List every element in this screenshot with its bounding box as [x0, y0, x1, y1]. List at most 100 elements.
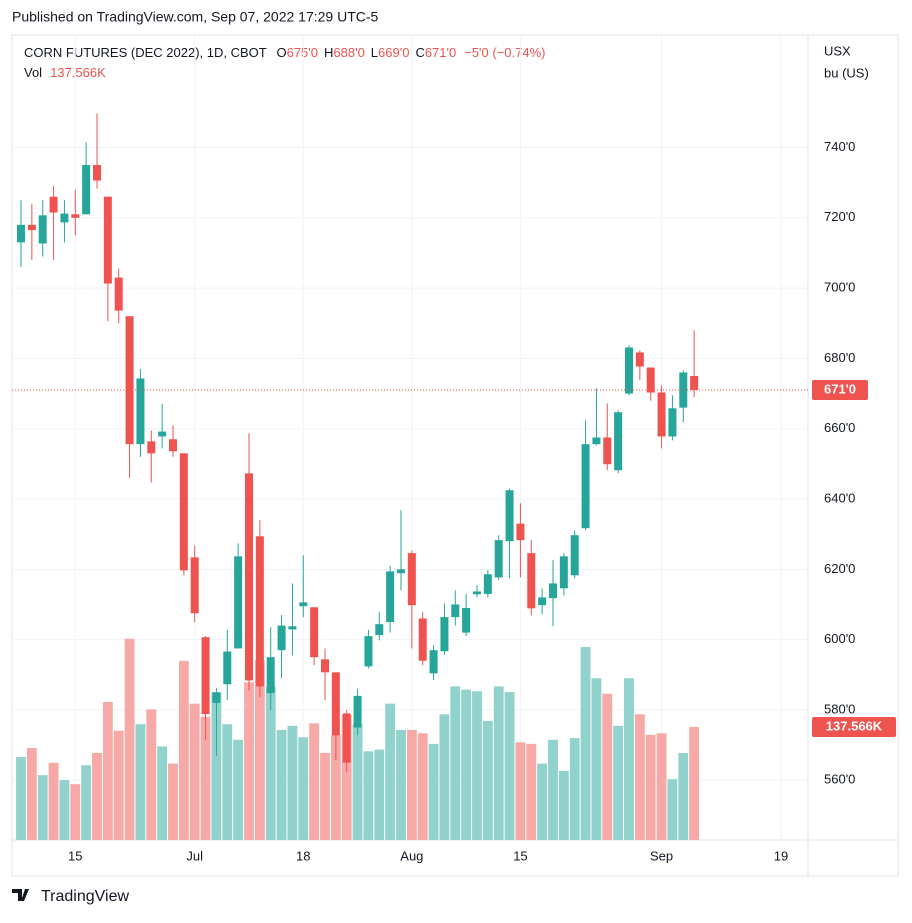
candle-body — [353, 695, 362, 728]
volume-bar — [450, 686, 461, 840]
volume-key: Vol — [24, 65, 42, 80]
volume-bar — [70, 784, 81, 840]
candle-body — [364, 636, 373, 667]
candle-body — [27, 224, 36, 231]
candle-body — [559, 556, 568, 589]
chart-frame — [11, 34, 899, 877]
y-tick-label: 640'0 — [824, 490, 855, 505]
candle-body — [17, 224, 25, 243]
last-volume-label: 137.566K — [826, 718, 883, 733]
volume-bar — [613, 725, 624, 840]
candle-body — [277, 625, 286, 651]
candle-body — [342, 713, 351, 763]
volume-bar — [352, 724, 363, 840]
candle-body — [49, 196, 58, 213]
volume-bar — [580, 646, 591, 840]
volume-bar — [146, 709, 157, 840]
candle-body — [679, 372, 688, 408]
volume-bar — [81, 765, 92, 840]
candle-body — [429, 650, 438, 674]
change-value: −5'0 (−0.74%) — [464, 45, 545, 60]
x-tick-label: Aug — [400, 848, 423, 863]
candle-body — [223, 651, 232, 685]
volume-bar — [439, 714, 450, 840]
y-tick-label: 720'0 — [824, 209, 855, 224]
volume-bar — [124, 638, 135, 840]
candle-body — [462, 607, 471, 633]
volume-bar — [309, 723, 320, 840]
candle-body — [71, 214, 80, 218]
x-tick-label: Sep — [650, 848, 673, 863]
symbol-legend: CORN FUTURES (DEC 2022), 1D, CBOT O675'0 H… — [24, 45, 546, 60]
volume-bar — [178, 660, 189, 840]
candle-body — [331, 672, 340, 736]
volume-bar — [135, 724, 146, 840]
volume-bar — [667, 779, 678, 840]
candle-body — [668, 408, 677, 437]
volume-bar — [558, 771, 569, 840]
ohlc-key: C — [415, 45, 424, 60]
candle-body — [516, 523, 525, 541]
volume-bar — [569, 738, 580, 840]
candle-body — [190, 557, 199, 614]
y-tick-label: 700'0 — [824, 280, 855, 295]
price-unit: USX — [824, 43, 851, 58]
volume-bar — [330, 734, 341, 840]
volume-bar — [26, 748, 37, 840]
candle-body — [288, 626, 297, 630]
x-tick-label: 19 — [774, 848, 788, 863]
candle-body — [320, 659, 329, 673]
last-volume-box — [812, 716, 896, 737]
volume-bar — [624, 678, 634, 840]
volume-bar — [211, 692, 222, 840]
candle-body — [244, 473, 253, 681]
candle-body — [103, 196, 112, 284]
x-tick-label: 18 — [296, 848, 310, 863]
candle-body — [136, 378, 145, 445]
candle-body — [375, 624, 384, 636]
y-tick-label: 660'0 — [824, 420, 855, 435]
volume-legend: Vol 137.566K — [24, 65, 106, 80]
volume-bar — [200, 716, 211, 840]
volume-bar — [113, 730, 124, 840]
candle-body — [38, 215, 47, 244]
volume-bar — [320, 752, 330, 840]
symbol-title: CORN FUTURES (DEC 2022), 1D, CBOT — [24, 45, 267, 60]
brand-name: TradingView — [41, 888, 129, 905]
candle-body — [386, 571, 395, 623]
candle-body — [266, 657, 275, 694]
volume-bar — [482, 720, 493, 840]
candle-body — [624, 347, 633, 394]
y-tick-label: 680'0 — [824, 350, 855, 365]
candle-body — [646, 367, 655, 393]
candle-body — [592, 437, 601, 445]
volume-bar — [244, 682, 254, 840]
volume-bar — [189, 703, 200, 840]
candle-body — [234, 556, 243, 649]
volume-bar — [396, 729, 406, 840]
volume-bar — [515, 742, 526, 840]
candle-body — [92, 165, 101, 181]
volume-bar — [504, 692, 515, 840]
candle-body — [440, 617, 449, 652]
volume-bar — [16, 757, 26, 840]
candle-body — [407, 553, 416, 606]
plot-area: 560'0 580'0 600'0 620'0 640'0 660'0 680'0 700'0… — [12, 35, 896, 863]
candle-body — [201, 637, 210, 715]
volume-bar — [461, 689, 472, 840]
candle-body — [310, 607, 319, 658]
volume-bar — [92, 752, 102, 840]
candle-body — [158, 431, 167, 437]
volume-bar — [254, 660, 265, 840]
candle-body — [505, 490, 514, 542]
last-price-box — [812, 380, 868, 401]
candle-body — [472, 591, 481, 595]
candle-body — [125, 316, 134, 445]
candle-body — [212, 692, 221, 703]
ohlc-key: L — [371, 45, 378, 60]
candle-body — [147, 441, 156, 454]
volume-bar — [233, 739, 244, 840]
ohlc-value: 675'0 — [287, 45, 318, 60]
